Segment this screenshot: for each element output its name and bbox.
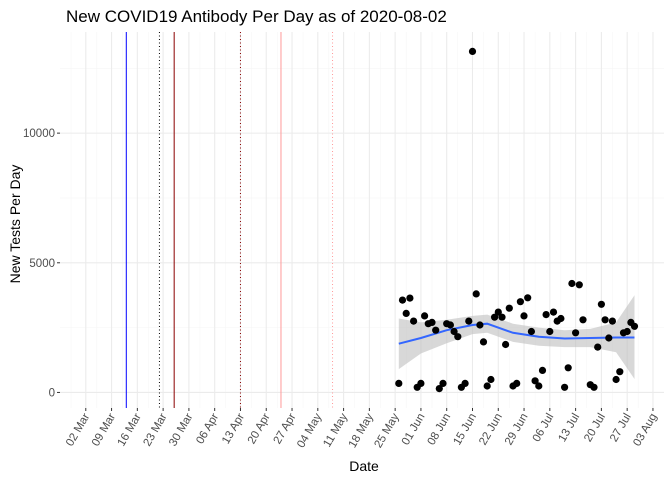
x-tick-label: 13 Jul xyxy=(556,412,582,445)
event-lines xyxy=(125,32,334,408)
y-tick-label: 5000 xyxy=(29,258,55,270)
confidence-ribbon xyxy=(398,295,635,379)
x-tick-label: 22 Jun xyxy=(477,412,505,448)
data-point xyxy=(531,377,539,385)
x-tick-label: 16 Mar xyxy=(116,411,144,448)
data-point xyxy=(572,329,580,337)
data-point xyxy=(612,375,620,384)
data-point xyxy=(450,327,458,336)
x-axis-title: Date xyxy=(349,458,379,474)
x-tick-label: 13 Apr xyxy=(220,411,247,446)
grid xyxy=(60,32,664,408)
data-point xyxy=(406,294,414,302)
data-point xyxy=(432,326,440,334)
data-point xyxy=(590,383,598,391)
x-tick-label: 23 Mar xyxy=(141,411,169,448)
y-tick-label: 0 xyxy=(49,387,55,399)
data-point xyxy=(549,308,558,316)
data-point xyxy=(575,281,583,289)
data-point xyxy=(616,368,624,376)
data-point xyxy=(479,338,488,346)
x-tick-label: 09 Mar xyxy=(90,411,118,448)
data-point xyxy=(535,382,543,390)
data-point xyxy=(542,311,550,319)
data-point xyxy=(468,47,477,56)
x-tick-label: 02 Mar xyxy=(64,411,92,448)
data-point xyxy=(579,316,587,324)
data-points xyxy=(395,47,639,393)
data-point xyxy=(564,364,572,372)
data-point xyxy=(513,379,521,387)
y-axis-title: New Tests Per Day xyxy=(7,165,23,284)
data-point xyxy=(597,300,606,308)
data-point xyxy=(630,322,639,330)
data-point xyxy=(623,327,631,336)
x-tick-label: 04 May xyxy=(295,411,324,450)
confidence-band xyxy=(398,295,635,379)
data-point xyxy=(428,318,436,326)
data-point xyxy=(483,382,491,390)
data-point xyxy=(505,304,513,312)
data-point xyxy=(402,309,410,317)
data-point xyxy=(608,317,617,325)
data-point xyxy=(491,313,499,321)
data-point xyxy=(487,375,495,384)
data-point xyxy=(476,321,484,329)
x-tick-label: 27 Jul xyxy=(608,412,634,445)
x-tick-label: 20 Jul xyxy=(582,412,608,445)
data-point xyxy=(546,327,554,336)
data-point xyxy=(421,312,429,320)
data-point xyxy=(520,312,528,320)
chart-title: New COVID19 Antibody Per Day as of 2020-… xyxy=(66,7,447,26)
x-tick-label: 03 Aug xyxy=(631,412,659,449)
x-tick-label: 01 Jun xyxy=(400,412,428,448)
y-axis: 0 5000 10000 xyxy=(23,128,60,399)
data-point xyxy=(524,294,532,302)
data-point xyxy=(410,317,418,325)
x-tick-label: 20 Apr xyxy=(246,411,273,446)
x-tick-label: 06 Apr xyxy=(194,411,221,446)
data-point xyxy=(605,334,613,342)
x-tick-label: 29 Jun xyxy=(503,412,531,448)
data-point xyxy=(498,313,506,321)
data-point xyxy=(557,314,565,323)
data-point xyxy=(538,366,547,374)
data-point xyxy=(568,279,576,288)
x-tick-label: 25 May xyxy=(372,411,401,450)
data-point xyxy=(417,379,425,387)
data-point xyxy=(502,340,510,349)
x-tick-label: 06 Jul xyxy=(531,412,557,445)
data-point xyxy=(561,383,569,391)
y-tick-label: 10000 xyxy=(23,128,55,140)
data-point xyxy=(454,333,462,341)
data-point xyxy=(527,327,536,336)
data-point xyxy=(439,379,447,387)
data-point xyxy=(516,298,525,306)
x-tick-label: 15 Jun xyxy=(451,412,479,448)
data-point xyxy=(435,385,443,393)
x-tick-label: 27 Apr xyxy=(272,411,299,446)
data-point xyxy=(472,290,480,298)
data-point xyxy=(465,317,473,325)
data-point xyxy=(494,308,502,316)
x-tick-label: 08 Jun xyxy=(426,412,454,448)
data-point xyxy=(461,379,469,387)
data-point xyxy=(398,296,407,304)
x-tick-label: 30 Mar xyxy=(167,411,195,448)
data-point xyxy=(601,316,609,324)
data-point xyxy=(395,379,403,387)
data-point xyxy=(446,321,454,329)
data-point xyxy=(594,343,602,351)
